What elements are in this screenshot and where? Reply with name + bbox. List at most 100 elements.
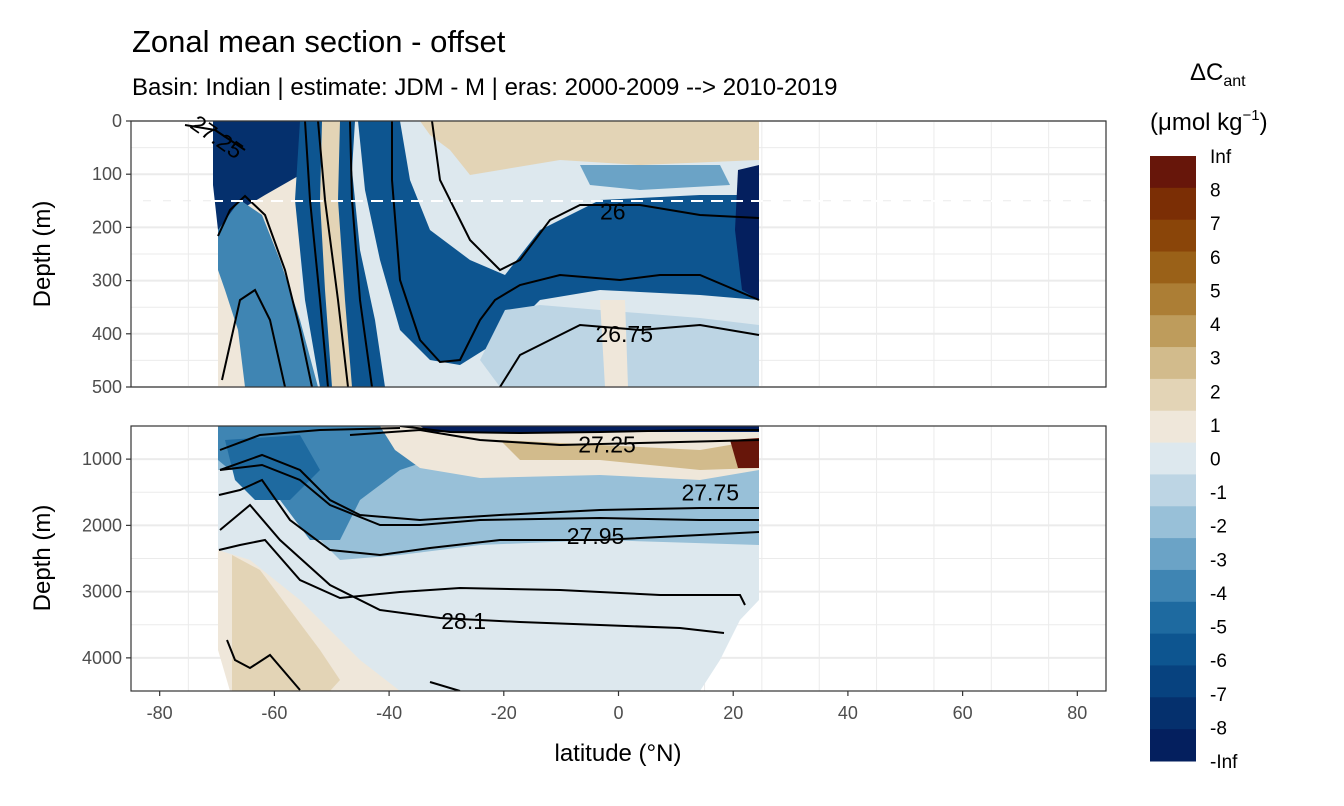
y-tick-label: 1000 bbox=[82, 449, 122, 469]
legend-swatch bbox=[1150, 665, 1196, 698]
upper-field-south-blue bbox=[218, 200, 318, 387]
lower-contour-labels: 27.25 27.75 27.95 28.1 bbox=[441, 432, 739, 634]
contour-line bbox=[226, 639, 301, 691]
legend-swatch bbox=[1150, 697, 1196, 730]
legend-swatch bbox=[1150, 729, 1196, 762]
upper-field bbox=[184, 121, 760, 387]
legend-swatch bbox=[1150, 442, 1196, 475]
x-axis-label: latitude (°N) bbox=[555, 740, 682, 767]
legend-break-label: -2 bbox=[1210, 517, 1227, 538]
contour-line bbox=[219, 453, 759, 522]
legend-swatches bbox=[1150, 156, 1196, 762]
legend-break-label: -6 bbox=[1210, 651, 1227, 672]
contour-line bbox=[349, 121, 373, 387]
contour-line bbox=[399, 426, 759, 435]
legend-break-label: -8 bbox=[1210, 718, 1227, 739]
legend-break-label: 5 bbox=[1210, 281, 1221, 302]
contour-line bbox=[431, 121, 760, 272]
contour-line bbox=[304, 121, 329, 387]
chart-subtitle: Basin: Indian | estimate: JDM - M | eras… bbox=[132, 74, 838, 101]
lower-field-hotspot bbox=[730, 438, 759, 468]
legend-break-label: 2 bbox=[1210, 382, 1221, 403]
y-axis-label-lower: Depth (m) bbox=[29, 505, 56, 612]
x-axis-ticks: -80 -60 -40 -20 0 20 40 60 80 bbox=[147, 691, 1087, 723]
legend-swatch bbox=[1150, 506, 1196, 539]
legend-units: (μmol kg−1) bbox=[1150, 107, 1268, 136]
contour-label: 27.25 bbox=[578, 432, 636, 458]
legend-swatch bbox=[1150, 601, 1196, 635]
x-tick-label: 60 bbox=[953, 703, 973, 723]
upper-field-deep-tan bbox=[600, 300, 628, 387]
legend-break-label: -1 bbox=[1210, 483, 1227, 504]
x-tick-label: -80 bbox=[147, 703, 173, 723]
legend-break-label: -3 bbox=[1210, 550, 1227, 571]
x-tick-label: -40 bbox=[376, 703, 402, 723]
x-tick-label: -60 bbox=[261, 703, 287, 723]
y-tick-label: 100 bbox=[92, 164, 122, 184]
lower-field-deep-blue bbox=[225, 435, 320, 500]
legend-swatch bbox=[1150, 187, 1196, 221]
legend-swatch bbox=[1150, 283, 1196, 316]
contour-line bbox=[317, 121, 349, 387]
contour-line bbox=[184, 124, 246, 151]
legend-break-label: Inf bbox=[1210, 147, 1232, 168]
y-tick-label: 0 bbox=[112, 111, 122, 131]
colorbar-legend: ΔCant (μmol kg−1) Inf 8 7 6 5 4 3 2 1 0 -1 -2 -3 -4 -5… bbox=[1150, 59, 1268, 773]
legend-swatch bbox=[1150, 315, 1196, 348]
contour-label: 28.1 bbox=[441, 608, 486, 634]
upper-density-contours bbox=[184, 121, 760, 387]
contour-line bbox=[219, 427, 401, 451]
legend-break-label: 7 bbox=[1210, 214, 1221, 235]
legend-swatch bbox=[1150, 347, 1196, 380]
lower-field-upper-brown bbox=[500, 440, 759, 470]
contour-label: 26.75 bbox=[595, 321, 653, 347]
upper-y-ticks: 0 100 200 300 400 500 bbox=[92, 111, 131, 397]
x-tick-label: -20 bbox=[491, 703, 517, 723]
legend-swatch bbox=[1150, 538, 1196, 571]
upper-field-central-light bbox=[470, 200, 540, 265]
y-tick-label: 400 bbox=[92, 324, 122, 344]
y-tick-label: 4000 bbox=[82, 648, 122, 668]
legend-break-label: -7 bbox=[1210, 685, 1227, 706]
lower-y-ticks: 1000 2000 3000 4000 bbox=[82, 449, 131, 668]
y-tick-label: 300 bbox=[92, 271, 122, 291]
contour-label: 26 bbox=[600, 198, 626, 224]
legend-break-label: 6 bbox=[1210, 248, 1221, 269]
contour-line bbox=[219, 463, 759, 526]
contour-line bbox=[218, 538, 746, 606]
legend-swatch bbox=[1150, 474, 1196, 507]
lower-field bbox=[218, 426, 760, 691]
legend-swatch bbox=[1150, 569, 1196, 603]
legend-swatch bbox=[1150, 251, 1196, 284]
chart-title: Zonal mean section - offset bbox=[132, 24, 506, 59]
upper-field-south-surface-dark bbox=[213, 121, 300, 230]
y-tick-label: 2000 bbox=[82, 515, 122, 535]
upper-field-central-dark bbox=[358, 121, 759, 365]
contour-line bbox=[391, 121, 760, 364]
x-tick-label: 0 bbox=[613, 703, 623, 723]
contour-line bbox=[219, 503, 725, 634]
contour-label: 27.75 bbox=[681, 479, 739, 505]
contour-label: 27.95 bbox=[567, 523, 625, 549]
legend-swatch bbox=[1150, 219, 1196, 253]
legend-labels: Inf 8 7 6 5 4 3 2 1 0 -1 -2 -3 -4 -5 -6 -7 -8 -Inf bbox=[1210, 147, 1238, 773]
legend-break-label: 3 bbox=[1210, 349, 1221, 370]
x-tick-label: 80 bbox=[1067, 703, 1087, 723]
legend-swatch bbox=[1150, 410, 1196, 444]
legend-break-label: -5 bbox=[1210, 618, 1227, 639]
lower-panel: 1000 2000 3000 4000 27.25 27.75 27.95 28.1 bbox=[82, 425, 1107, 692]
upper-field-surface-tan bbox=[420, 121, 759, 175]
legend-break-label: 4 bbox=[1210, 315, 1221, 336]
x-tick-label: 40 bbox=[838, 703, 858, 723]
x-tick-label: 20 bbox=[723, 703, 743, 723]
legend-swatch bbox=[1150, 378, 1196, 412]
legend-break-label: 0 bbox=[1210, 450, 1221, 471]
y-tick-label: 200 bbox=[92, 217, 122, 237]
legend-swatch bbox=[1150, 633, 1196, 666]
y-tick-label: 500 bbox=[92, 377, 122, 397]
lower-field-bottom-darker-tan bbox=[232, 555, 340, 691]
contour-line bbox=[349, 428, 760, 447]
y-tick-label: 3000 bbox=[82, 582, 122, 602]
upper-field-east-darkest bbox=[735, 165, 759, 300]
